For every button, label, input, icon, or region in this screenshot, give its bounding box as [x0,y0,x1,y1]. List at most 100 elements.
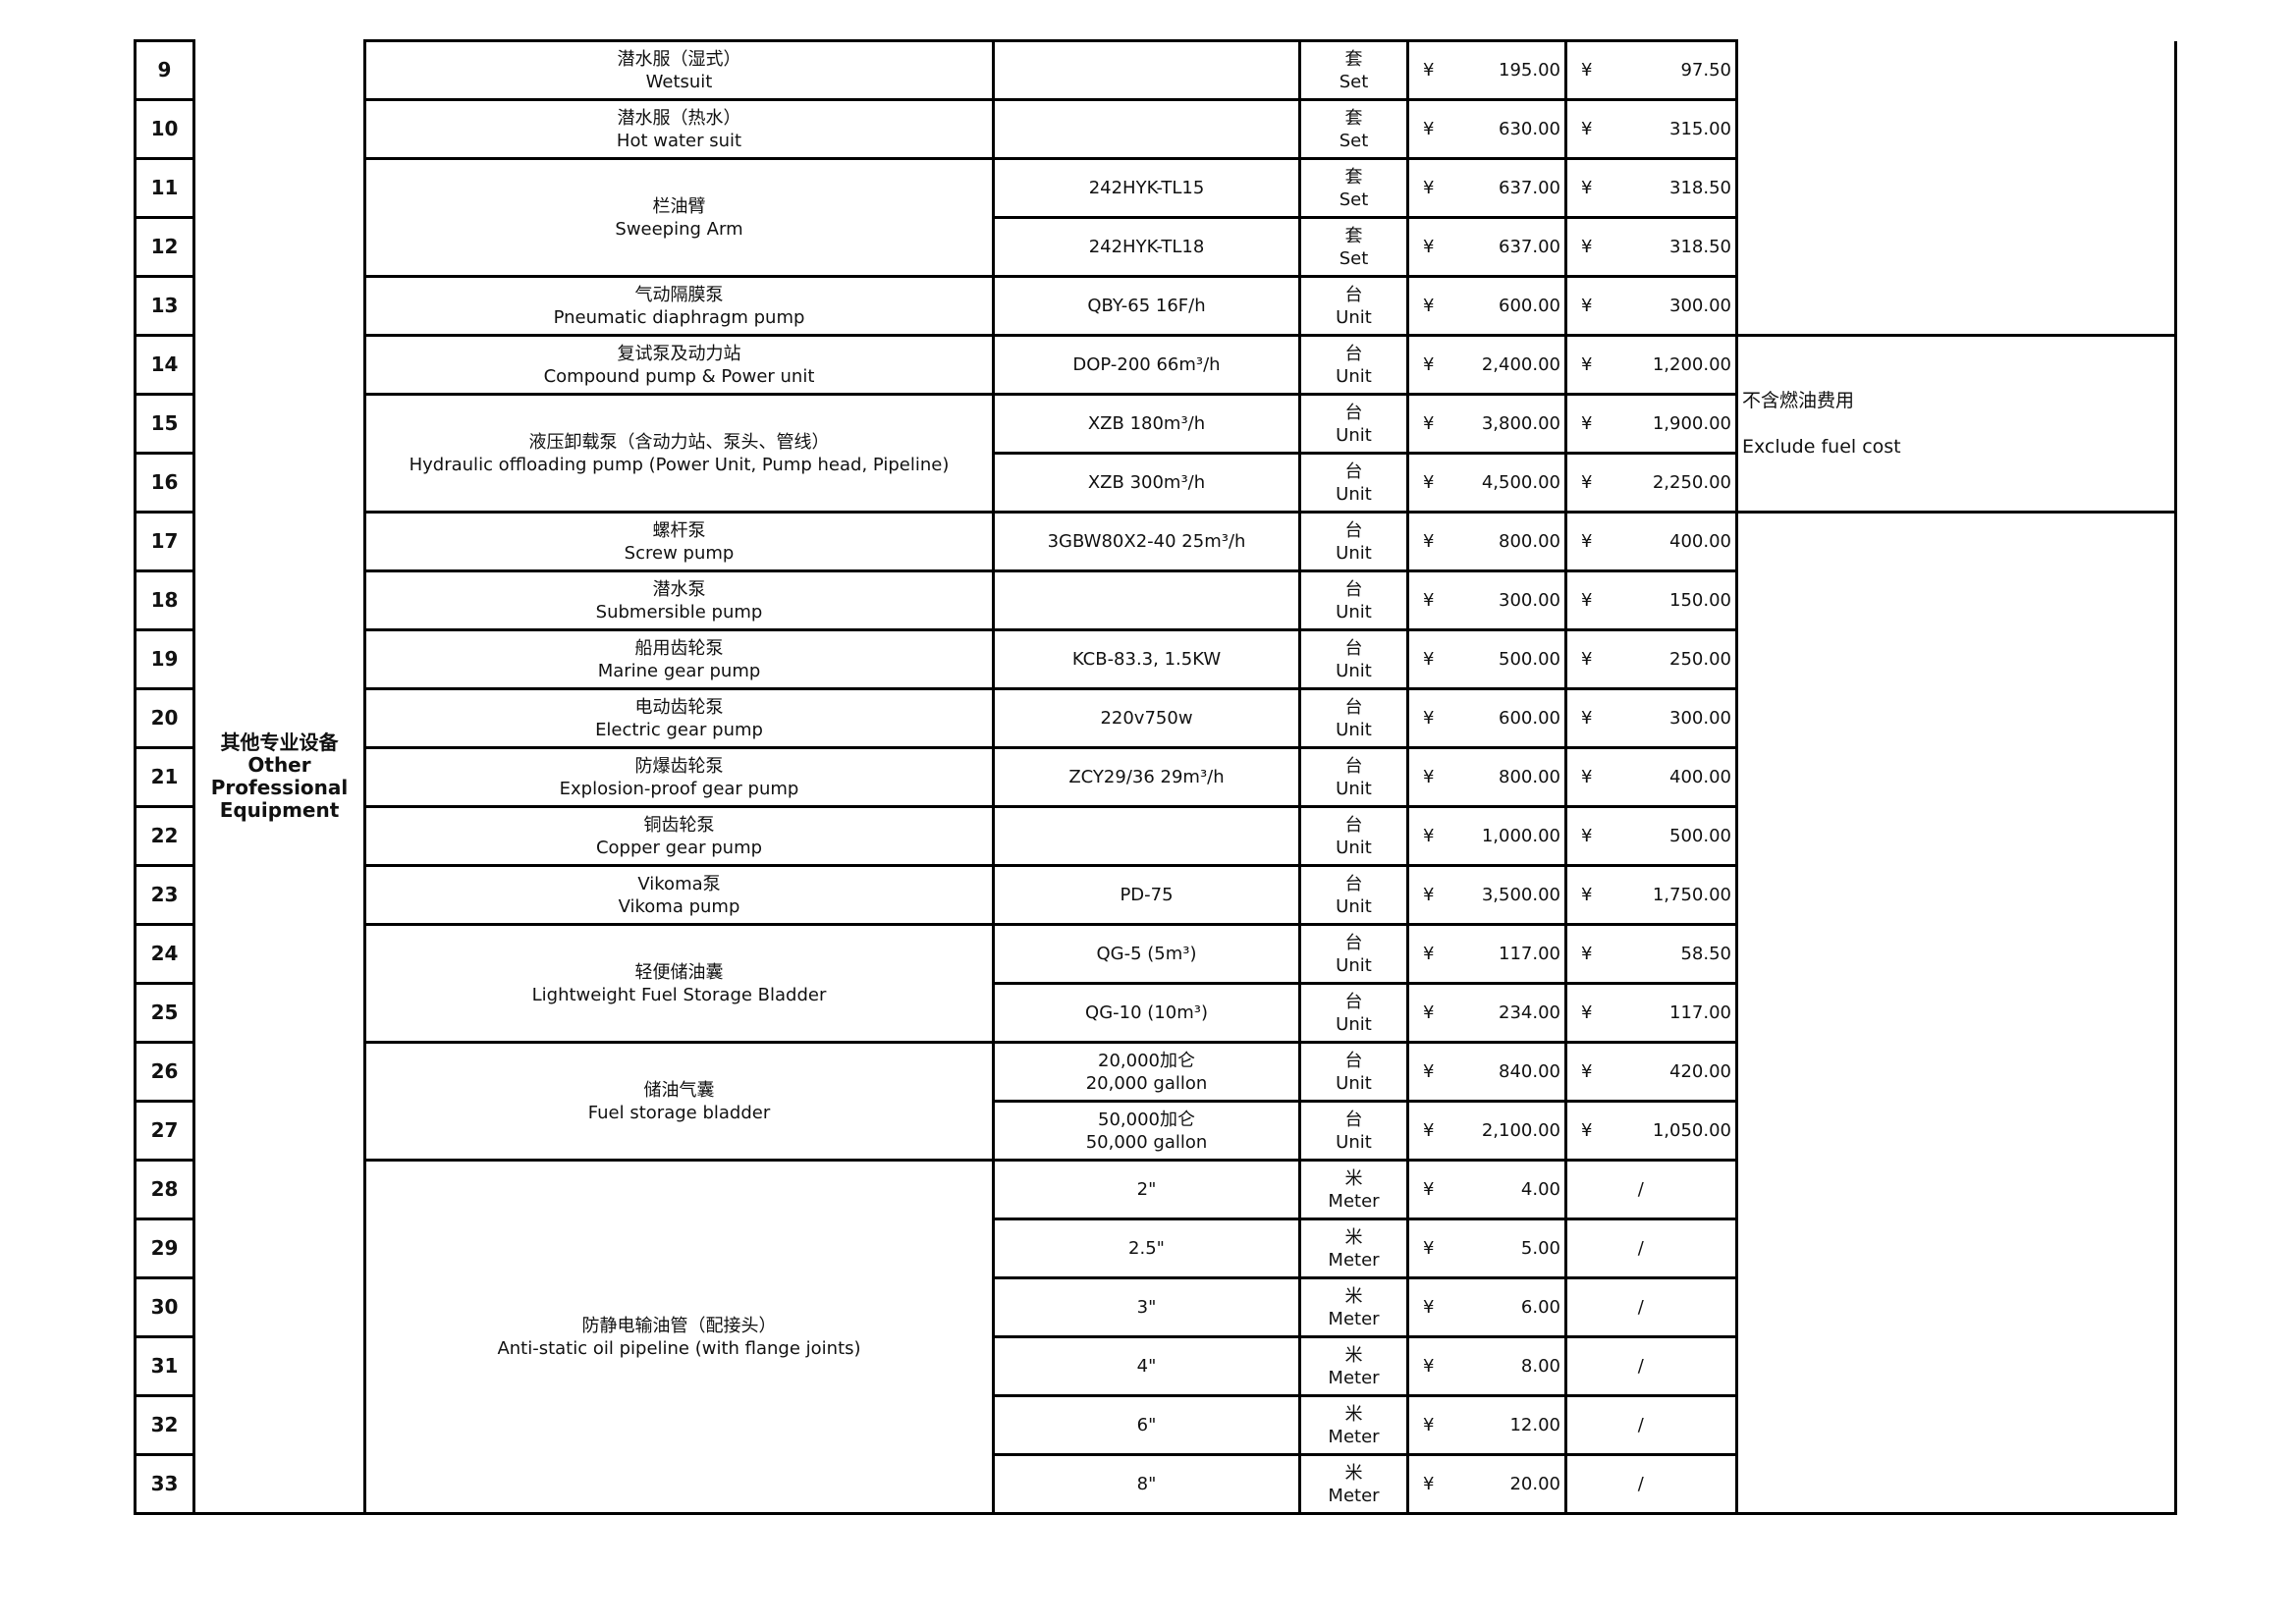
currency-symbol: ¥ [1406,1276,1457,1338]
unit-cell: 台 Unit [1298,334,1409,396]
table-row: 15 液压卸载泵（含动力站、泵头、管线） Hydraulic offloading … [134,393,2176,514]
unit-cn: 套 [1344,48,1363,70]
item-name-en: Compound pump & Power unit [543,365,815,387]
item-name-en: Explosion-proof gear pump [559,778,799,799]
price-cell: 5.00 [1456,1218,1567,1279]
price-cell: 234.00 [1456,982,1567,1044]
unit-en: Unit [1336,719,1372,740]
unit-cn: 米 [1344,1462,1363,1484]
row-number: 11 [134,157,195,219]
row-number: 23 [134,864,195,926]
item-name-cell: 储油气囊 Fuel storage bladder [363,1041,995,1162]
currency-symbol: ¥ [1406,1394,1457,1456]
item-name-cn: 栏油臂 [652,195,706,217]
table-row: 28 防静电输油管（配接头） Anti-static oil pipeline (w… [134,1159,2176,1515]
item-name-cn: 螺杆泵 [652,519,706,541]
price-cell: 500.00 [1456,628,1567,690]
currency-symbol-empty [1564,1276,1615,1338]
table-row: 31 4" 米 Meter ¥8.00/ [134,1335,2176,1397]
half-price-cell: / [1614,1159,1738,1220]
item-name-cn: Vikoma泵 [637,873,721,894]
unit-cell: 台 Unit [1298,864,1409,926]
unit-en: Set [1339,130,1369,151]
unit-cn: 台 [1344,1050,1363,1071]
currency-symbol: ¥ [1564,923,1615,985]
note-cell [1735,40,2177,337]
half-price-cell: 2,250.00 [1614,452,1738,514]
row-number: 29 [134,1218,195,1279]
unit-cell: 台 Unit [1298,275,1409,337]
half-price-cell: 117.00 [1614,982,1738,1044]
unit-en: Meter [1328,1190,1380,1212]
unit-en: Unit [1336,424,1372,446]
unit-en: Unit [1336,954,1372,976]
half-price-cell: 1,750.00 [1614,864,1738,926]
unit-en: Unit [1336,1072,1372,1094]
item-name-cn: 轻便储油囊 [634,961,724,983]
currency-symbol: ¥ [1564,805,1615,867]
price-cell: 840.00 [1456,1041,1567,1103]
currency-symbol-empty [1564,1159,1615,1220]
currency-symbol: ¥ [1564,1041,1615,1103]
half-price-cell: 420.00 [1614,1041,1738,1103]
half-price-cell: 315.00 [1614,98,1738,160]
item-name-cell: 防爆齿轮泵 Explosion-proof gear pump [363,746,995,808]
item-name-cell: Vikoma泵 Vikoma pump [363,864,995,926]
spec-cell: 8" [992,1453,1301,1515]
spec-cell [992,98,1301,160]
row-number: 32 [134,1394,195,1456]
item-name-cell: 电动齿轮泵 Electric gear pump [363,687,995,749]
category-cell: 其他专业设备 Other Professional Equipment [192,40,366,1515]
unit-cell: 台 Unit [1298,746,1409,808]
row-number: 18 [134,569,195,631]
spec-cell [992,805,1301,867]
note-en: Exclude fuel cost [1742,435,1901,458]
item-name-en: Pneumatic diaphragm pump [553,306,805,328]
item-name-cn: 防爆齿轮泵 [634,755,724,777]
item-name-cell: 潜水服（湿式） Wetsuit [363,39,995,101]
half-price-cell: / [1614,1218,1738,1279]
unit-cell: 米 Meter [1298,1159,1409,1220]
row-number: 30 [134,1276,195,1338]
table-row: 11 栏油臂 Sweeping Arm 242HYK-TL15 套 Set ¥637.00 ¥… [134,157,2176,278]
item-name-cn: 潜水泵 [652,578,706,600]
item-name-cell: 潜水泵 Submersible pump [363,569,995,631]
currency-symbol-empty [1564,1218,1615,1279]
currency-symbol: ¥ [1564,864,1615,926]
category-cn: 其他专业设备 [220,730,339,754]
item-name-cn: 潜水服（湿式） [617,48,741,70]
price-cell: 4,500.00 [1456,452,1567,514]
item-name-cell: 铜齿轮泵 Copper gear pump [363,805,995,867]
item-name-en: Copper gear pump [595,837,763,858]
half-price-cell: 318.50 [1614,216,1738,278]
currency-symbol: ¥ [1564,746,1615,808]
unit-cell: 台 Unit [1298,569,1409,631]
table-row: 29 2.5" 米 Meter ¥5.00/ [134,1218,2176,1279]
currency-symbol: ¥ [1406,923,1457,985]
unit-en: Unit [1336,1131,1372,1153]
currency-symbol: ¥ [1406,746,1457,808]
spec-cell: 2" [992,1159,1301,1220]
spec-cell: QG-10 (10m³) [992,982,1301,1044]
row-number: 17 [134,511,195,572]
table-row: 19 船用齿轮泵 Marine gear pump KCB-83.3, 1.5KW 台 U… [134,628,2176,690]
spec-cell: XZB 180m³/h [992,393,1301,455]
unit-en: Unit [1336,660,1372,681]
unit-en: Unit [1336,778,1372,799]
item-name-en: Fuel storage bladder [587,1102,771,1123]
unit-cn: 台 [1344,402,1363,423]
unit-en: Unit [1336,483,1372,505]
half-price-cell: 400.00 [1614,511,1738,572]
currency-symbol-empty [1564,1335,1615,1397]
half-price-cell: 300.00 [1614,275,1738,337]
table-row: 18 潜水泵 Submersible pump 台 Unit ¥300.00 ¥150.00 [134,569,2176,631]
price-cell: 12.00 [1456,1394,1567,1456]
unit-cn: 台 [1344,991,1363,1012]
half-price-cell: / [1614,1453,1738,1515]
currency-symbol: ¥ [1564,393,1615,455]
unit-cell: 米 Meter [1298,1394,1409,1456]
price-cell: 117.00 [1456,923,1567,985]
spec-cell: 2.5" [992,1218,1301,1279]
unit-cell: 套 Set [1298,39,1409,101]
unit-en: Set [1339,189,1369,210]
